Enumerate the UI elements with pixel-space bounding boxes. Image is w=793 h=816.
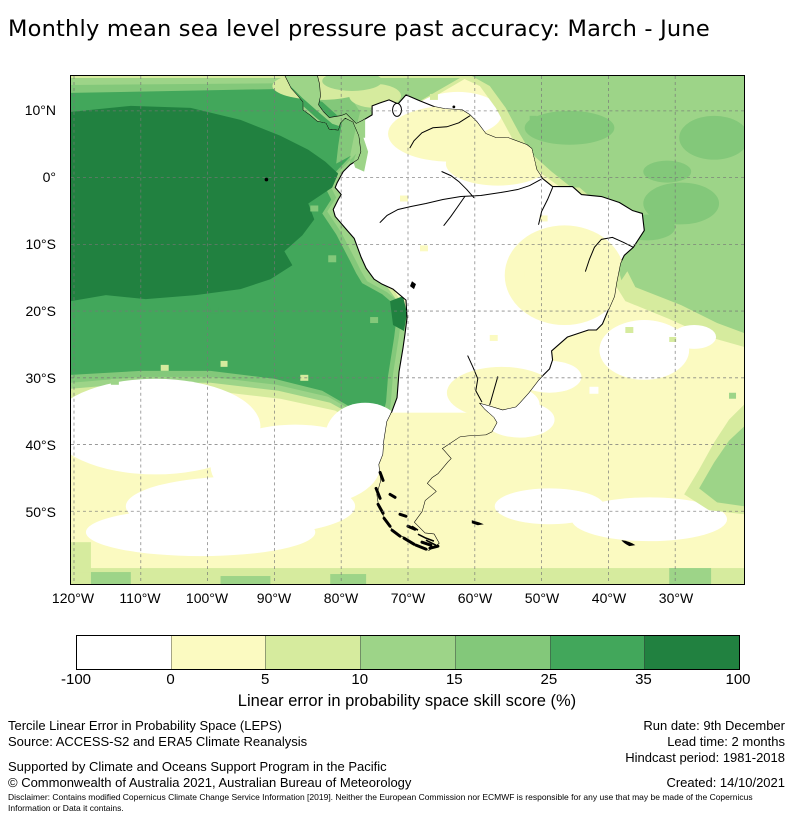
rio-negro — [441, 171, 475, 199]
colorbar-tick-labels: -100 0 5 10 15 25 35 100 — [61, 671, 751, 689]
colorbar-segment — [454, 636, 550, 669]
y-tick-label: 10°S — [25, 236, 56, 252]
colorbar — [76, 635, 740, 670]
colorbar-segment — [360, 636, 455, 669]
footer-run-info: Run date: 9th December Lead time: 2 month… — [625, 718, 785, 766]
y-tick-label: 20°S — [25, 303, 56, 319]
colorbar-tick: 0 — [166, 671, 175, 688]
colorbar-tick: -100 — [60, 671, 92, 688]
colorbar-tick: 10 — [351, 671, 369, 688]
figure-title: Monthly mean sea level pressure past acc… — [8, 16, 710, 42]
colorbar-segment — [170, 636, 266, 669]
margarita-island — [452, 105, 456, 109]
footer-disclaimer: Disclaimer: Contains modified Copernicus… — [8, 792, 753, 813]
footer-created: Created: 14/10/2021 — [666, 775, 785, 790]
colorbar-tick: 5 — [260, 671, 270, 688]
map-plot-area — [51, 71, 749, 585]
x-tick-label: 100°W — [185, 590, 229, 606]
colorbar-tick: 15 — [445, 671, 463, 688]
lake-maracaibo — [392, 102, 403, 117]
y-axis-tick-labels: 10°N 0° 10°S 20°S 30°S 40°S 50°S — [0, 75, 64, 585]
colorbar-segment — [549, 636, 645, 669]
colorbar-caption: Linear error in probability space skill … — [237, 692, 577, 710]
x-tick-label: 90°W — [256, 590, 292, 606]
y-tick-label: 0° — [42, 169, 56, 185]
uruguay-river — [489, 376, 499, 406]
skill-score-map — [51, 71, 749, 584]
x-tick-label: 40°W — [591, 590, 627, 606]
madeira-river — [443, 196, 466, 226]
y-tick-label: 10°N — [24, 102, 56, 118]
x-tick-label: 30°W — [658, 590, 694, 606]
footer-run-info-line: Lead time: 2 months — [667, 734, 785, 749]
colorbar-tick: 35 — [635, 671, 652, 688]
y-tick-label: 40°S — [25, 437, 56, 453]
footer-run-info-line: Run date: 9th December — [643, 718, 785, 733]
colorbar-tick: 25 — [540, 671, 558, 688]
colorbar-tick: 100 — [725, 671, 751, 688]
footer-leps: Tercile Linear Error in Probability Spac… — [8, 718, 282, 733]
patagonian-fjords — [374, 470, 440, 551]
colorbar-segment — [77, 636, 171, 669]
x-tick-label: 50°W — [524, 590, 560, 606]
tocantins-river — [538, 187, 554, 225]
rivers — [379, 115, 634, 406]
x-tick-label: 110°W — [119, 590, 161, 606]
x-axis-tick-labels: 120°W 110°W 100°W 90°W 80°W 70°W 60°W 50°W 40°W 3… — [52, 589, 745, 609]
footer-source: Source: ACCESS-S2 and ERA5 Climate Reana… — [8, 734, 308, 749]
graticule-gridlines — [71, 76, 744, 584]
sao-francisco-river — [584, 236, 634, 272]
footer-copyright: © Commonwealth of Australia 2021, Austra… — [8, 775, 412, 790]
galapagos-islands — [264, 177, 269, 182]
parana-river — [467, 355, 483, 403]
x-tick-label: 60°W — [457, 590, 493, 606]
tierra-del-fuego-detail — [411, 525, 437, 546]
islands-and-lakes — [264, 102, 636, 551]
colorbar-segment — [265, 636, 361, 669]
colorbar-segment — [644, 636, 740, 669]
falkland-islands — [471, 520, 484, 526]
y-tick-label: 30°S — [25, 370, 56, 386]
x-tick-label: 120°W — [51, 590, 95, 606]
lake-titicaca — [409, 281, 416, 290]
amazon-river — [379, 179, 542, 223]
south-georgia-island — [621, 540, 636, 547]
footer-supported: Supported by Climate and Oceans Support … — [8, 759, 387, 774]
orinoco-river — [409, 115, 471, 149]
x-tick-label: 80°W — [323, 590, 359, 606]
y-tick-label: 50°S — [25, 504, 56, 520]
x-tick-label: 70°W — [390, 590, 426, 606]
footer-run-info-line: Hindcast period: 1981-2018 — [625, 750, 785, 765]
